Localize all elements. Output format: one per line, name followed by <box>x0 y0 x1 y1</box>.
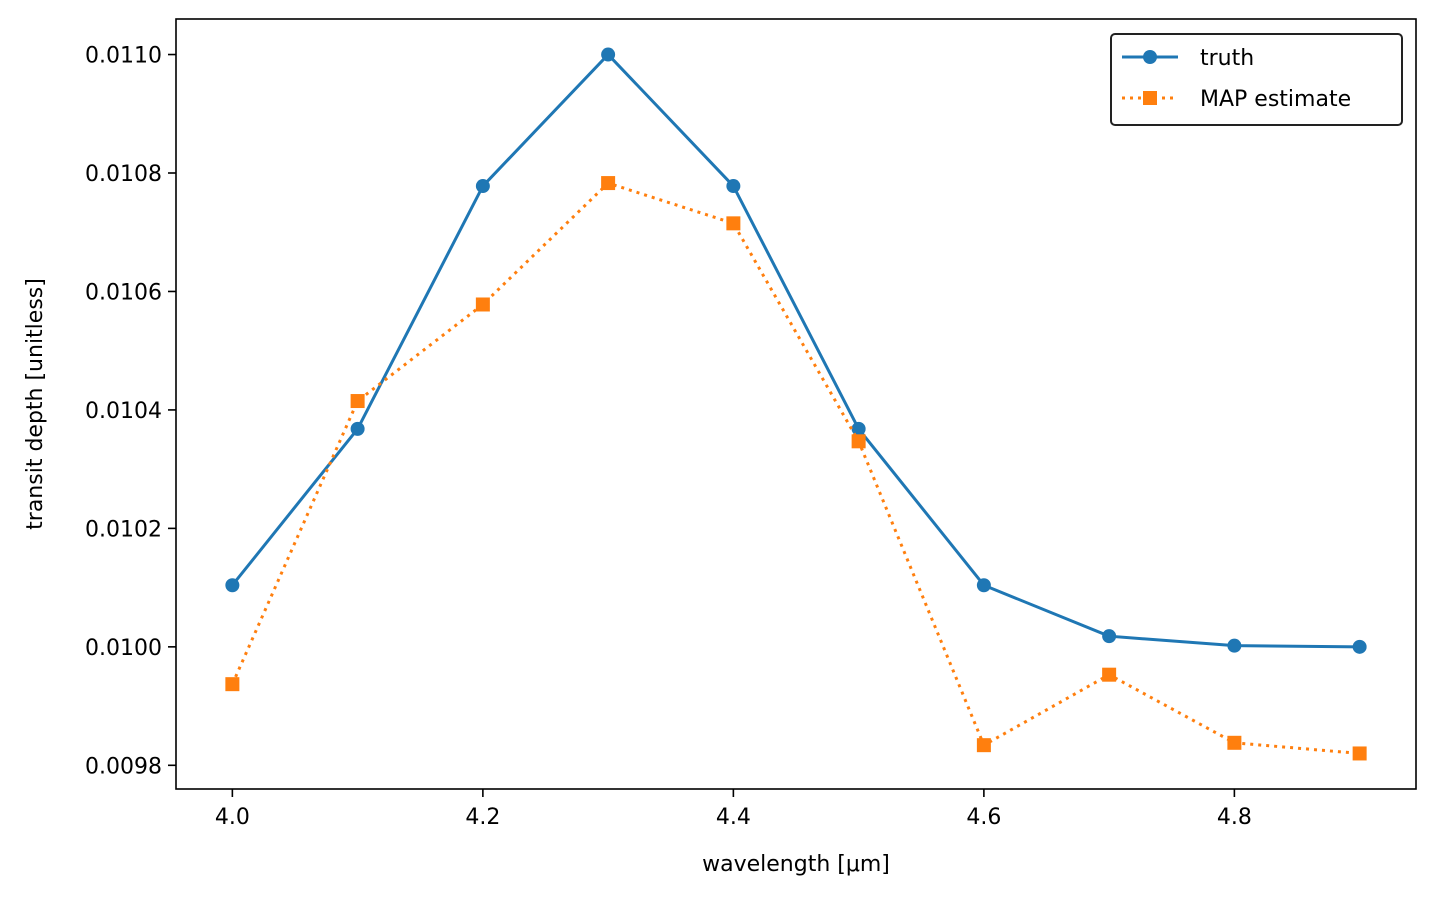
series-truth <box>225 47 1367 654</box>
y-tick-label: 0.0104 <box>85 399 162 424</box>
legend-marker <box>1143 91 1157 105</box>
legend-label: MAP estimate <box>1200 87 1351 112</box>
x-tick-label: 4.6 <box>966 805 1001 830</box>
y-tick-label: 0.0106 <box>85 280 162 305</box>
x-tick-label: 4.2 <box>465 805 500 830</box>
series-line <box>231 53 1360 649</box>
legend-marker <box>1143 50 1157 64</box>
data-point <box>1102 667 1117 682</box>
data-point <box>1352 639 1367 654</box>
x-tick-label: 4.4 <box>716 805 751 830</box>
data-point <box>976 578 991 593</box>
series-line <box>230 181 1360 755</box>
x-tick-label: 4.0 <box>215 805 250 830</box>
y-tick-label: 0.0110 <box>85 44 162 69</box>
data-point <box>851 421 866 436</box>
x-axis-label: wavelength [μm] <box>702 852 890 877</box>
y-axis: 0.0098 0.0100 0.0102 0.0104 0.0106 0.0108 0.01… <box>85 44 176 779</box>
y-tick-label: 0.0098 <box>85 754 162 779</box>
legend: truth MAP estimate <box>1110 33 1403 126</box>
legend-entry: truth <box>1122 46 1254 71</box>
data-point <box>350 421 365 436</box>
y-tick-label: 0.0100 <box>85 636 162 661</box>
data-point <box>1227 638 1242 653</box>
data-point <box>475 297 490 312</box>
data-point <box>475 179 490 194</box>
x-tick-label: 4.8 <box>1217 805 1252 830</box>
data-point <box>350 394 365 409</box>
series-map-estimate <box>225 176 1367 761</box>
data-point <box>976 738 991 753</box>
data-point <box>225 578 240 593</box>
data-point <box>1227 735 1242 750</box>
data-point <box>726 179 741 194</box>
y-axis-label: transit depth [unitless] <box>23 278 48 530</box>
y-tick-label: 0.0108 <box>85 162 162 187</box>
legend-entry: MAP estimate <box>1122 87 1351 112</box>
x-axis: 4.0 4.2 4.4 4.6 4.8 <box>215 789 1252 830</box>
data-point <box>726 216 741 231</box>
plot-frame <box>175 18 1417 790</box>
data-point <box>1102 629 1117 644</box>
data-point <box>225 677 240 692</box>
data-point <box>601 47 616 62</box>
data-point <box>851 434 866 449</box>
series-layer <box>225 47 1367 761</box>
legend-box <box>1110 33 1403 126</box>
y-tick-label: 0.0102 <box>85 517 162 542</box>
data-point <box>601 176 616 191</box>
data-point <box>1352 746 1367 761</box>
legend-label: truth <box>1200 46 1254 71</box>
